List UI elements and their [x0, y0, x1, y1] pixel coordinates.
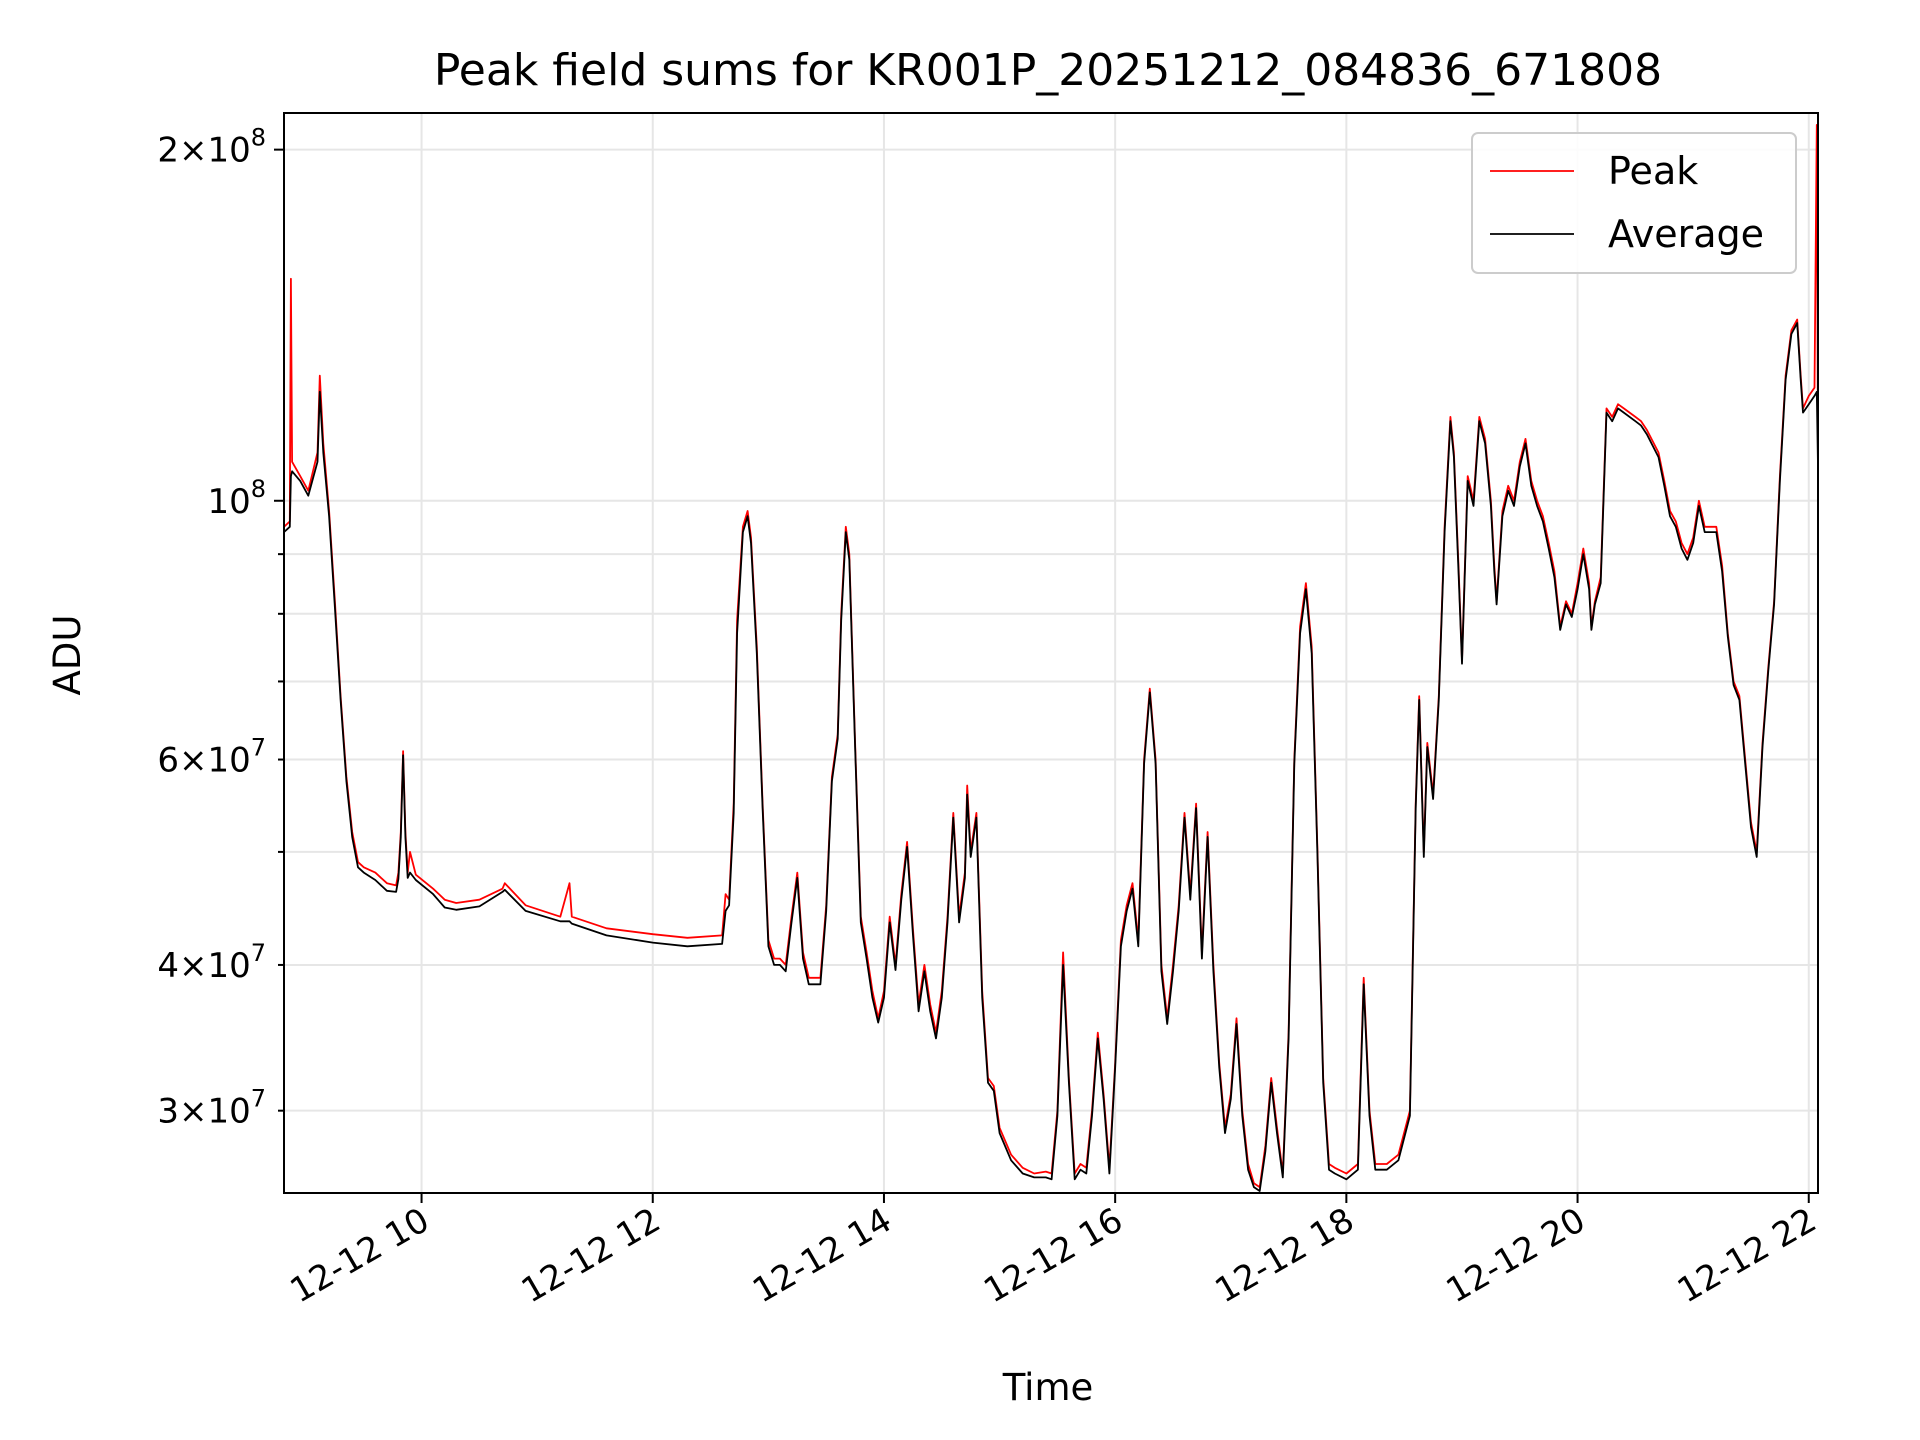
x-axis-label: Time	[1002, 1366, 1094, 1409]
legend-label-peak: Peak	[1608, 149, 1698, 193]
y-tick-label: 2×108	[157, 124, 266, 171]
legend-label-average: Average	[1608, 212, 1764, 256]
legend: Peak Average	[1471, 132, 1797, 274]
y-tick-label: 3×107	[157, 1085, 266, 1132]
y-axis-label: ADU	[46, 615, 89, 696]
y-tick-label: 6×107	[157, 734, 266, 781]
y-tick-label: 4×107	[157, 939, 266, 986]
plot-frame	[283, 112, 1819, 1194]
grid-layer	[284, 113, 1818, 1193]
series-layer	[284, 124, 1818, 1192]
series-line-average	[284, 322, 1818, 1192]
legend-box	[1471, 132, 1797, 274]
y-tick-label: 108	[207, 475, 266, 522]
chart-title: Peak field sums for KR001P_20251212_0848…	[434, 45, 1662, 96]
